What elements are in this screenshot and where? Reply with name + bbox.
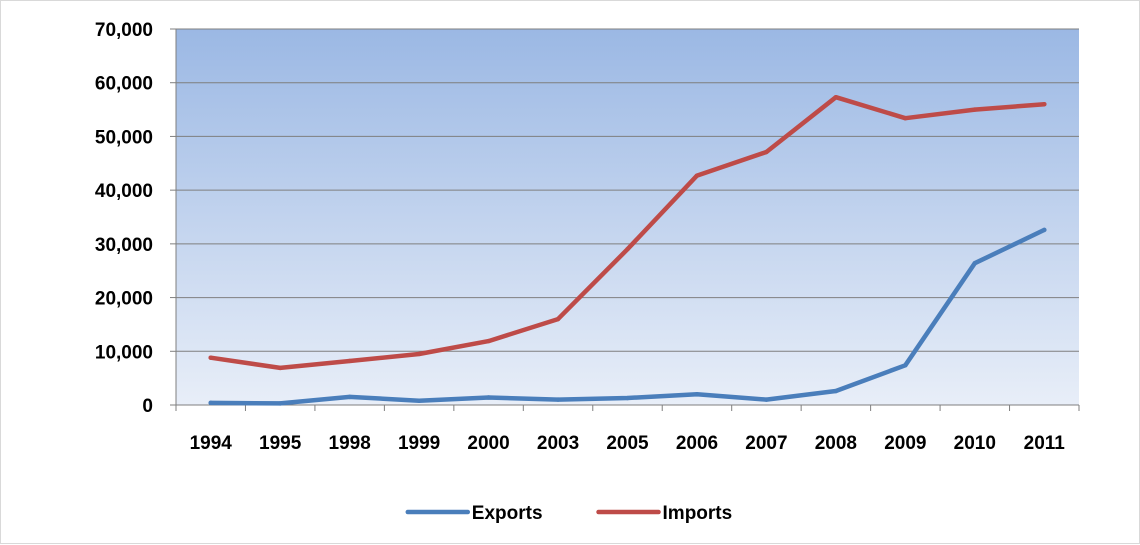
data-point-exports [555,397,561,402]
plot-area [176,29,1079,405]
data-point-exports [903,363,908,368]
y-tick-label: 70,000 [95,20,153,41]
data-point-imports [555,316,561,322]
y-tick-label: 60,000 [95,74,153,95]
data-point-imports [1042,102,1047,107]
data-point-imports [764,149,769,155]
data-point-exports [764,397,769,402]
y-tick-label: 20,000 [95,289,153,310]
data-point-exports [208,400,213,406]
y-tick-label: 0 [142,396,153,417]
data-point-imports [486,338,491,344]
y-tick-label: 40,000 [95,181,153,202]
data-point-imports [694,173,700,178]
x-tick-label: 2005 [606,433,649,454]
x-tick-label: 1998 [329,433,371,454]
data-point-imports [416,351,422,357]
y-tick-label: 50,000 [95,127,153,148]
x-tick-label: 1994 [190,433,233,454]
x-tick-label: 2006 [676,433,718,454]
data-point-exports [972,260,978,266]
x-tick-label: 2007 [745,433,787,454]
x-tick-label: 2011 [1024,433,1066,454]
data-point-exports [625,395,630,401]
x-tick-label: 2009 [884,433,926,454]
data-point-imports [347,358,352,364]
x-tick-label: 2003 [537,433,579,454]
data-point-imports [625,247,630,252]
data-point-exports [833,388,839,394]
data-point-imports [903,115,908,121]
data-point-exports [486,395,491,400]
legend-label-exports: Exports [472,503,543,524]
data-point-exports [1042,227,1047,233]
x-tick-label: 1995 [259,433,302,454]
data-point-imports [208,355,213,360]
data-point-exports [347,394,352,400]
data-point-exports [694,392,700,397]
data-point-exports [277,401,283,406]
legend-label-imports: Imports [663,503,733,524]
x-tick-label: 1999 [398,433,440,454]
data-point-imports [833,95,839,100]
data-point-imports [972,107,978,112]
data-point-exports [416,398,422,403]
x-tick-label: 2010 [954,433,996,454]
y-tick-label: 10,000 [95,342,153,363]
x-tick-label: 2008 [815,433,857,454]
y-tick-label: 30,000 [95,235,153,256]
x-tick-label: 2000 [467,433,509,454]
data-point-imports [277,365,283,371]
